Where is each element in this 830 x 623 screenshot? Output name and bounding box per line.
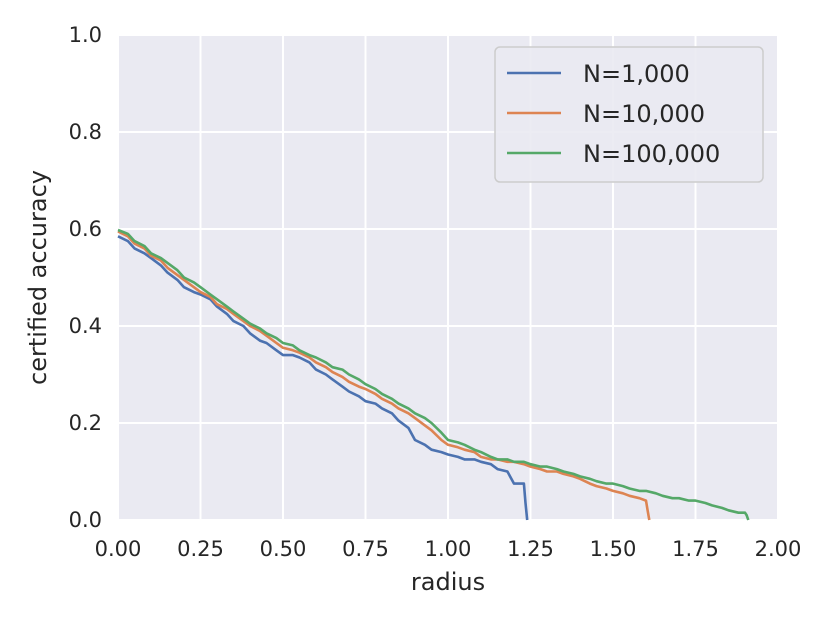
x-tick-label: 0.50 <box>260 537 307 561</box>
x-tick-label: 2.00 <box>755 537 802 561</box>
series-line-0 <box>117 235 529 521</box>
series-line-2 <box>117 228 750 521</box>
y-tick-label: 0.2 <box>69 411 102 435</box>
x-tick-label: 1.75 <box>672 537 719 561</box>
y-tick-label: 0.4 <box>69 314 102 338</box>
y-tick-label: 1.0 <box>69 23 102 47</box>
series-lines <box>117 228 750 521</box>
legend-label: N=100,000 <box>583 140 720 168</box>
x-axis-ticks: 0.00 0.25 0.50 0.75 1.00 1.25 1.50 1.75 2.00 <box>95 537 802 561</box>
series-line-1 <box>117 230 651 521</box>
y-tick-label: 0.6 <box>69 217 102 241</box>
legend-box <box>494 46 764 183</box>
x-tick-label: 1.50 <box>590 537 637 561</box>
x-axis-label: radius <box>411 568 485 596</box>
x-tick-label: 0.75 <box>342 537 389 561</box>
y-axis-label: certified accuracy <box>24 170 52 385</box>
legend-label: N=1,000 <box>583 60 690 88</box>
y-tick-label: 0.8 <box>69 120 102 144</box>
x-tick-label: 1.25 <box>507 537 554 561</box>
legend: N=1,000 N=10,000 N=100,000 <box>494 46 764 183</box>
x-tick-label: 0.00 <box>95 537 142 561</box>
y-axis-ticks: 0.0 0.2 0.4 0.6 0.8 1.0 <box>69 23 102 532</box>
y-tick-label: 0.0 <box>69 508 102 532</box>
x-tick-label: 0.25 <box>177 537 224 561</box>
legend-label: N=10,000 <box>583 100 705 128</box>
x-tick-label: 1.00 <box>425 537 472 561</box>
